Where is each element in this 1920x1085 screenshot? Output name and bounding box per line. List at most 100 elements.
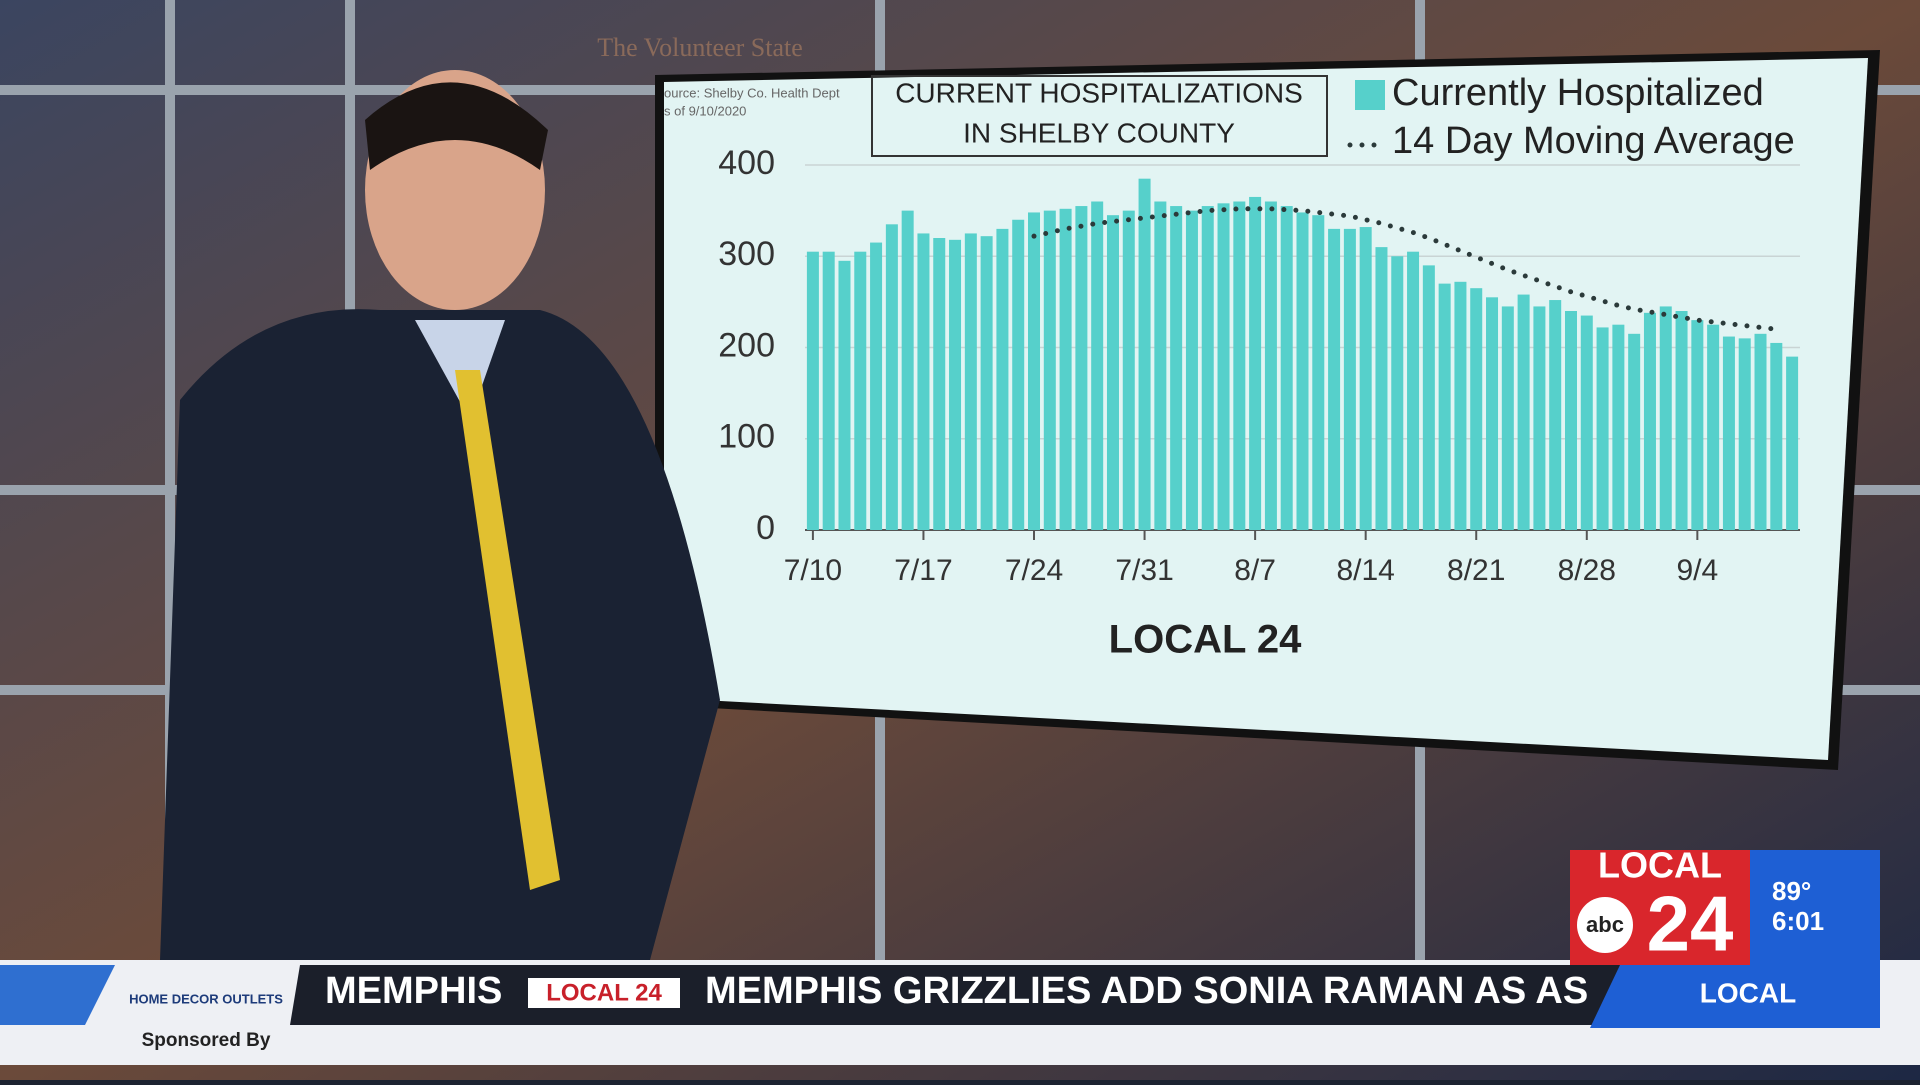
y-tick-label: 0 — [756, 509, 775, 547]
bar — [838, 260, 851, 530]
bar — [885, 224, 898, 530]
legend-label: 14 Day Moving Average — [1392, 120, 1795, 162]
source-date: s of 9/10/2020 — [664, 103, 746, 118]
bar — [964, 233, 977, 530]
bar — [1138, 178, 1151, 530]
legend-label: Currently Hospitalized — [1392, 72, 1764, 114]
x-tick-label: 7/24 — [1005, 554, 1063, 587]
anchor — [160, 70, 720, 960]
x-tick-label: 7/10 — [784, 554, 842, 587]
ticker-logo: LOCAL 24 — [546, 979, 662, 1006]
bar — [980, 236, 993, 531]
x-tick-label: 8/21 — [1447, 554, 1505, 587]
y-tick-label: 300 — [718, 235, 775, 273]
bar — [901, 210, 914, 530]
bar — [1549, 300, 1562, 530]
bar — [1296, 212, 1309, 530]
x-tick-label: 7/31 — [1115, 554, 1173, 587]
bug-station: LOCAL — [1598, 845, 1722, 886]
x-tick-label: 8/28 — [1558, 554, 1616, 587]
bug-channel: 24 — [1647, 880, 1734, 968]
bar — [1643, 312, 1656, 530]
bar — [1359, 227, 1372, 531]
bar — [854, 251, 867, 530]
y-tick-label: 400 — [718, 144, 775, 182]
bar — [1659, 306, 1672, 530]
bug-blue — [1750, 850, 1880, 965]
bar — [1770, 342, 1783, 530]
bar — [1391, 256, 1404, 530]
bar — [1470, 288, 1483, 530]
bar — [1264, 201, 1277, 530]
ticker-item: MEMPHIS — [325, 970, 502, 1012]
bar — [1154, 201, 1167, 530]
y-tick-label: 100 — [718, 418, 775, 456]
background-text: The Volunteer State — [597, 33, 803, 62]
sponsored-by: Sponsored By — [142, 1030, 271, 1051]
ticker-accent — [0, 965, 115, 1025]
bar — [1201, 206, 1214, 530]
bar — [1486, 297, 1499, 530]
bar — [806, 251, 819, 530]
moving-average-line — [1031, 206, 1779, 332]
chart-title: CURRENT HOSPITALIZATIONS — [895, 77, 1303, 108]
x-tick-label: 9/4 — [1676, 554, 1718, 587]
ticker-item: MEMPHIS GRIZZLIES ADD SONIA RAMAN AS AS — [705, 970, 1588, 1012]
bar — [1612, 324, 1625, 530]
bar — [1691, 320, 1704, 530]
bar — [1185, 210, 1198, 530]
bar — [1517, 294, 1530, 530]
x-tick-label: 8/7 — [1234, 554, 1276, 587]
source: ource: Shelby Co. Health Dept — [664, 85, 840, 100]
section: LOCAL — [1700, 977, 1796, 1008]
bar — [1407, 251, 1420, 530]
sponsor: HOME DECOR OUTLETS — [129, 991, 283, 1006]
bar — [1028, 212, 1041, 530]
bar — [1786, 356, 1799, 530]
bar — [1438, 283, 1451, 530]
bar — [1075, 206, 1088, 530]
bar — [1628, 333, 1641, 530]
bar — [1012, 219, 1025, 530]
network-circle — [1577, 897, 1633, 953]
bar — [1501, 306, 1514, 530]
chart-title: IN SHELBY COUNTY — [963, 117, 1235, 148]
bar — [933, 238, 946, 530]
bar — [1422, 265, 1435, 530]
bar — [1454, 281, 1467, 530]
bar — [1580, 315, 1593, 530]
temperature: 89° — [1772, 876, 1811, 906]
bar — [1596, 327, 1609, 530]
bar — [1375, 247, 1388, 530]
legend-swatch — [1355, 80, 1385, 110]
bar — [996, 228, 1009, 530]
bar — [1280, 206, 1293, 530]
bar — [949, 239, 962, 530]
section-box — [1590, 965, 1880, 1028]
chart: CURRENT HOSPITALIZATIONS IN SHELBY COUNT… — [664, 72, 1800, 662]
bar — [1170, 206, 1183, 530]
y-tick-label: 200 — [718, 326, 775, 364]
bar — [1328, 228, 1341, 530]
title-box — [871, 75, 1328, 157]
bar — [1043, 210, 1056, 530]
bar — [1675, 311, 1688, 530]
bar — [1217, 203, 1230, 530]
bar — [1091, 201, 1104, 530]
bar — [1122, 210, 1135, 530]
bar — [1754, 333, 1767, 530]
bar — [1343, 228, 1356, 530]
bar — [1249, 196, 1262, 530]
x-tick-label: 7/17 — [894, 554, 952, 587]
logo: LOCAL 24 — [1109, 618, 1302, 662]
bar — [1059, 208, 1072, 531]
bar — [822, 251, 835, 530]
bar — [1312, 215, 1325, 530]
bar — [1533, 306, 1546, 530]
bar — [1564, 311, 1577, 530]
bar — [1707, 324, 1720, 530]
bar — [917, 233, 930, 530]
bar — [1233, 201, 1246, 530]
bar — [870, 242, 883, 530]
